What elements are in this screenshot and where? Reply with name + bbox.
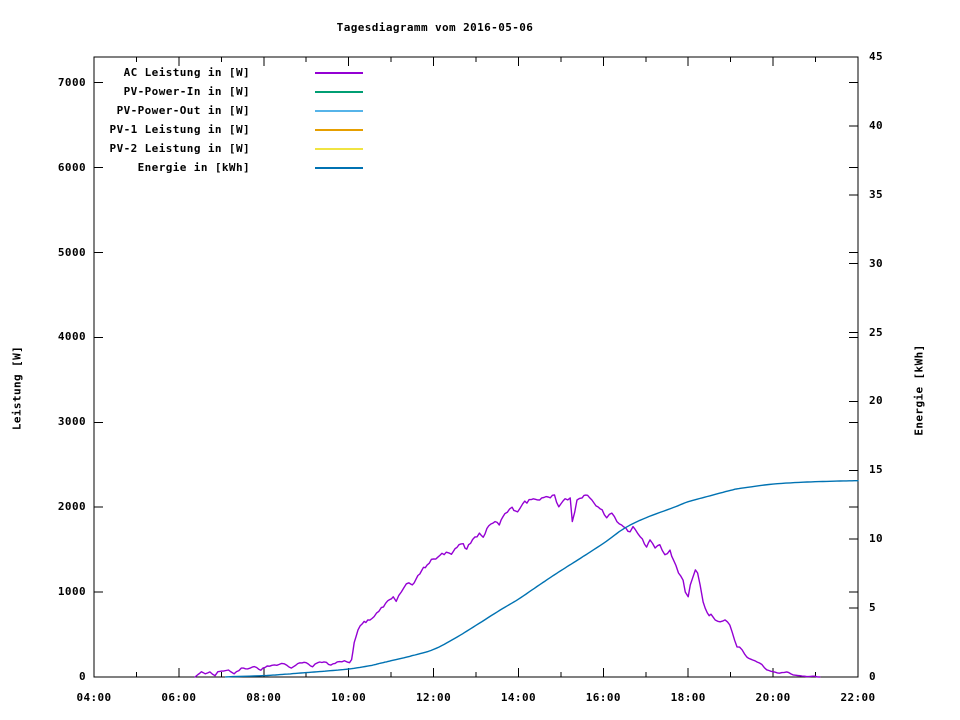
x-tick-label: 04:00 <box>76 691 112 704</box>
x-tick-label: 18:00 <box>670 691 706 704</box>
x-tick-label: 16:00 <box>585 691 621 704</box>
legend-label-3: PV-1 Leistung in [W] <box>109 123 250 136</box>
legend-line-sample-3 <box>315 129 363 131</box>
x-tick-label: 22:00 <box>840 691 876 704</box>
y1-tick-label: 0 <box>78 670 86 683</box>
series-line-energie-in-kwh <box>224 480 859 678</box>
y2-tick-label: 0 <box>869 670 877 683</box>
y2-tick-label: 45 <box>869 50 884 63</box>
y2-tick-label: 25 <box>869 325 884 339</box>
legend-line-sample-5 <box>315 167 363 169</box>
legend-line-sample-4 <box>315 148 363 150</box>
legend-line-sample-0 <box>315 72 363 74</box>
y1-tick-label: 7000 <box>57 75 86 89</box>
legend-label-4: PV-2 Leistung in [W] <box>109 142 250 155</box>
x-tick-label: 06:00 <box>161 691 197 704</box>
y2-tick-label: 15 <box>869 463 884 477</box>
y1-tick-label: 1000 <box>57 585 86 599</box>
y1-tick-label: 6000 <box>57 160 86 174</box>
y2-tick-label: 40 <box>869 118 884 132</box>
legend-line-sample-1 <box>315 91 363 93</box>
chart-title: Tagesdiagramm vom 2016-05-06 <box>336 21 534 34</box>
y2-tick-label: 30 <box>869 256 884 270</box>
y2-axis-label: Energie [kWh] <box>912 344 926 436</box>
x-tick-label: 08:00 <box>246 691 282 704</box>
legend-label-5: Energie in [kWh] <box>137 161 250 174</box>
y2-tick-label: 35 <box>869 187 884 201</box>
x-tick-label: 10:00 <box>331 691 367 704</box>
legend-label-0: AC Leistung in [W] <box>123 66 250 79</box>
y1-tick-label: 3000 <box>57 415 86 429</box>
legend-label-1: PV-Power-In in [W] <box>123 85 250 98</box>
x-tick-label: 20:00 <box>755 691 791 704</box>
y1-tick-label: 4000 <box>57 330 86 344</box>
x-tick-label: 14:00 <box>500 691 536 704</box>
y2-tick-label: 5 <box>869 601 877 615</box>
x-tick-label: 12:00 <box>415 691 452 704</box>
y1-tick-label: 5000 <box>57 245 86 259</box>
legend-label-2: PV-Power-Out in [W] <box>116 104 250 117</box>
series-line-ac-leistung-in-w <box>194 494 821 678</box>
legend-line-sample-2 <box>315 110 363 112</box>
y2-tick-label: 20 <box>869 394 884 408</box>
y1-tick-label: 2000 <box>57 500 86 514</box>
y2-tick-label: 10 <box>869 532 884 546</box>
